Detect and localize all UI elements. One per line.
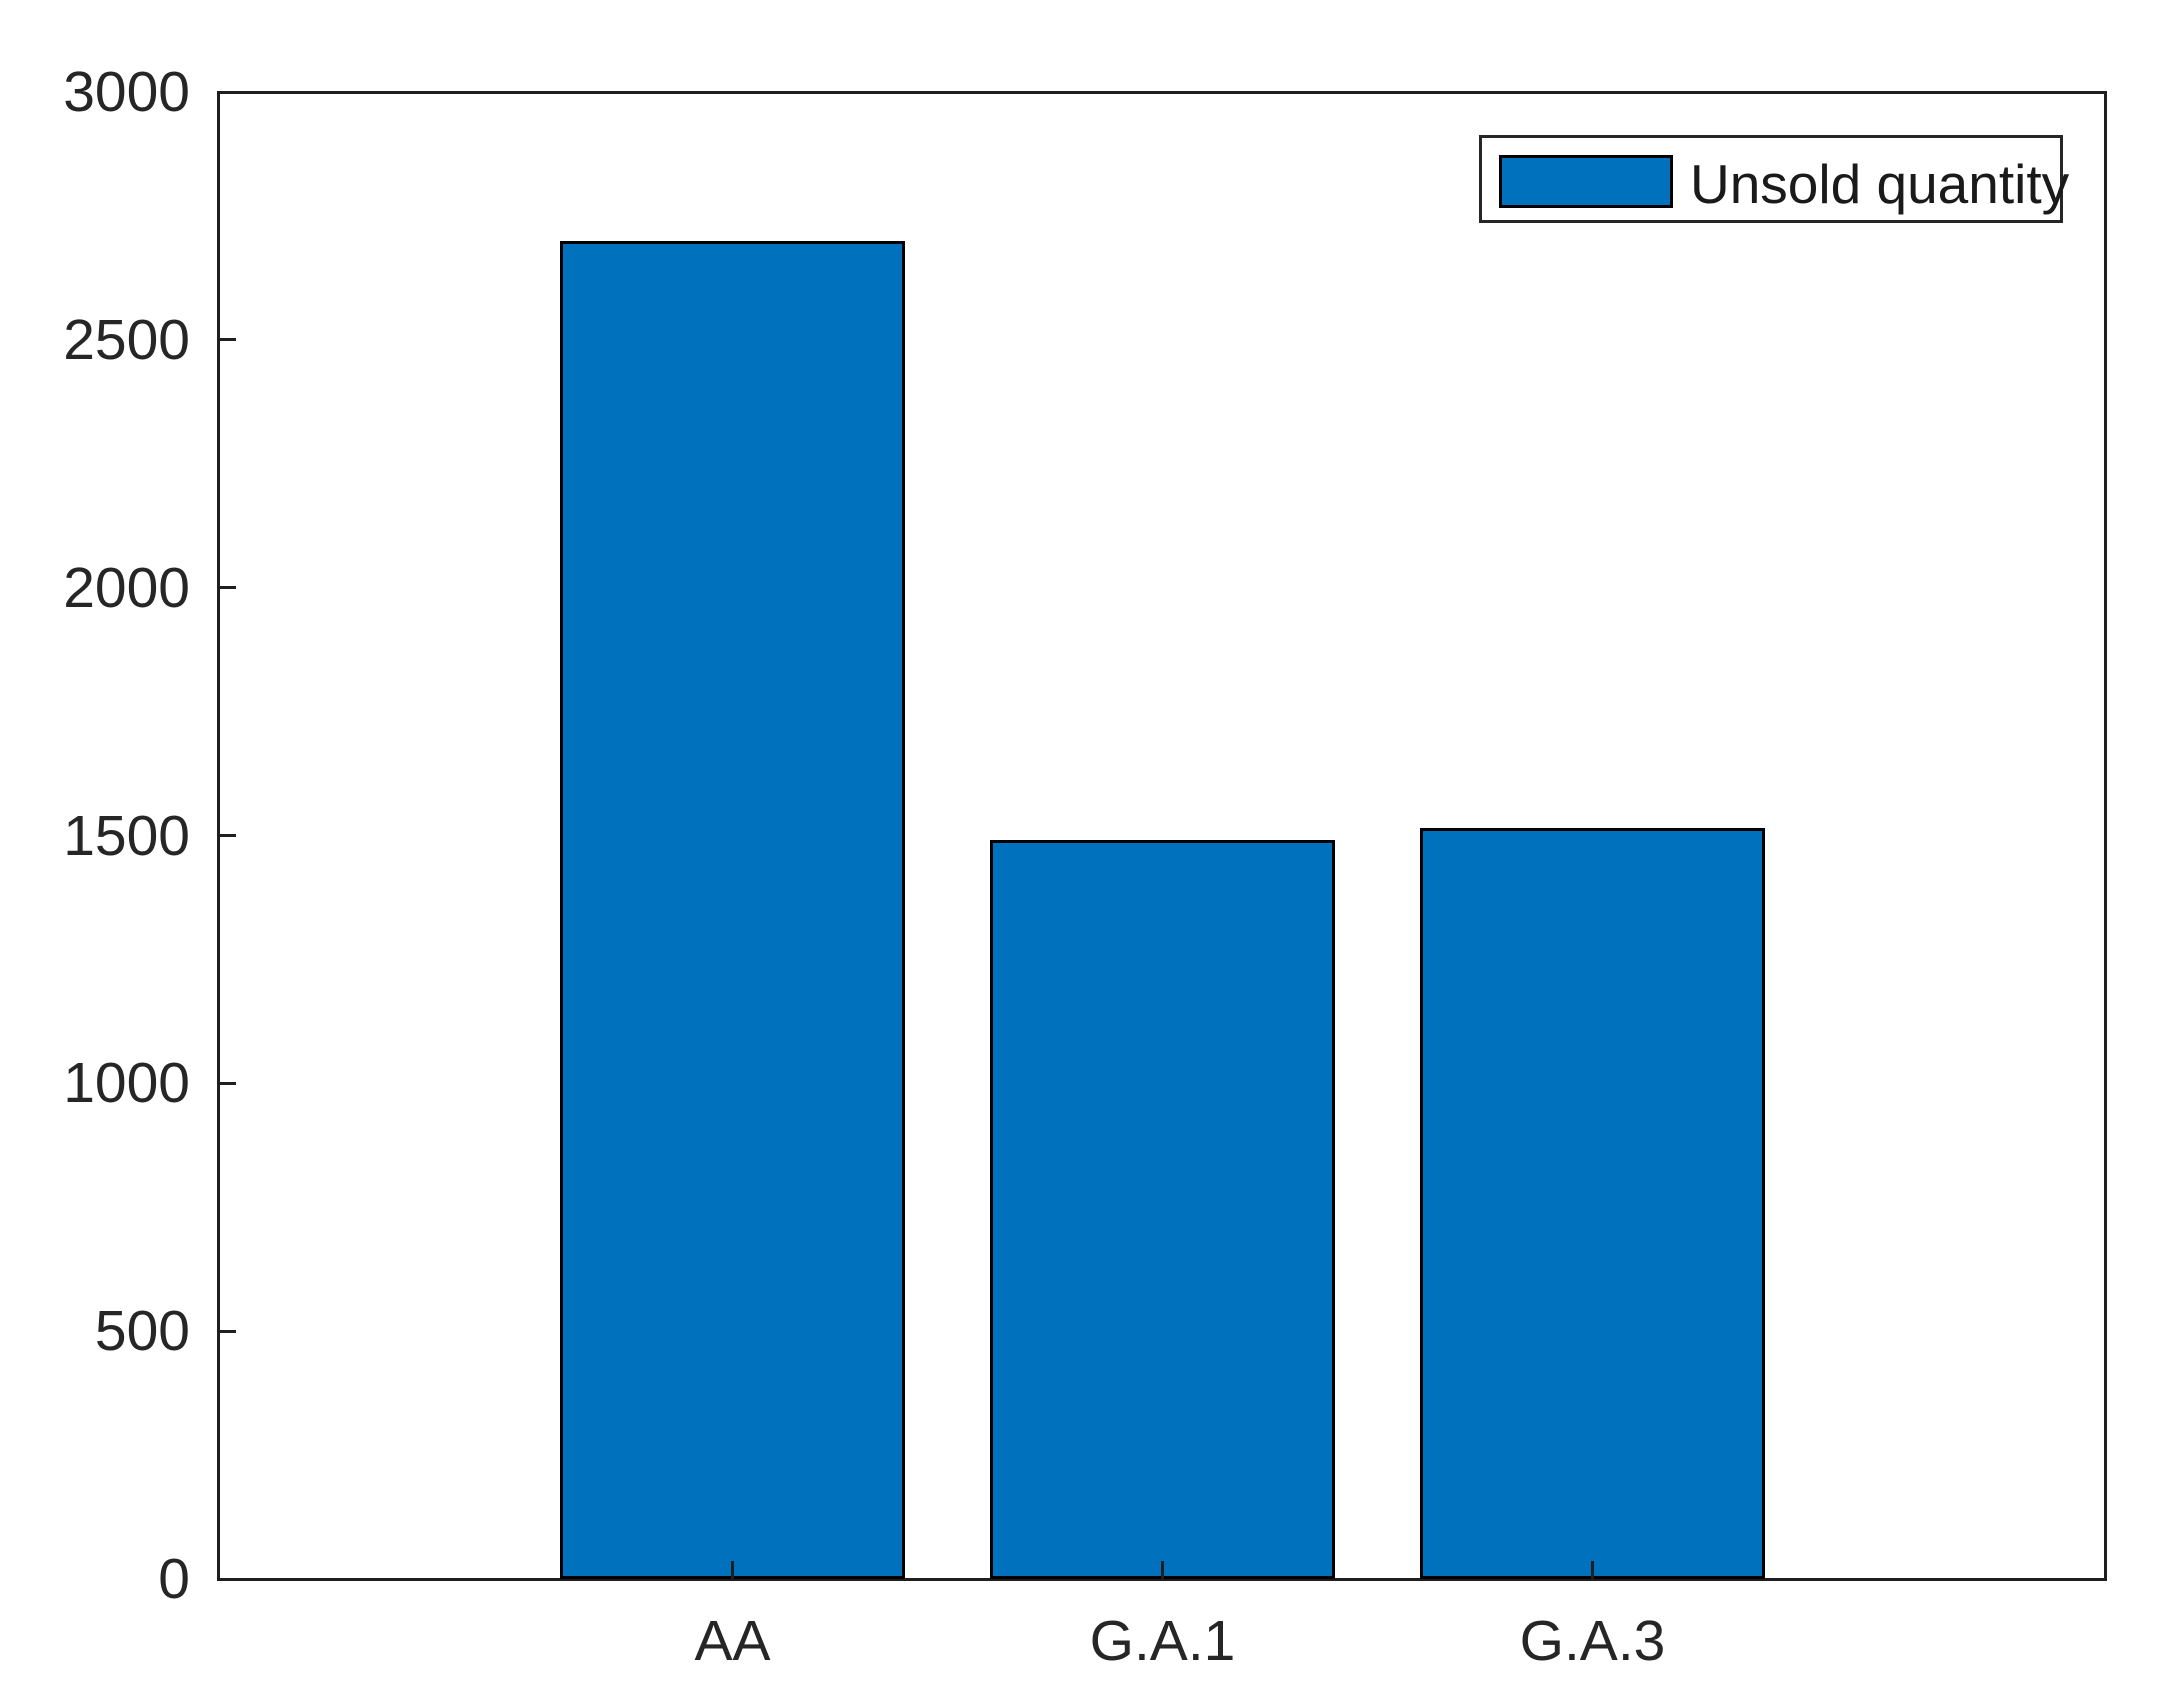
y-tick-label: 1500 (63, 803, 190, 868)
x-tick-label: G.A.1 (1089, 1609, 1236, 1673)
bar-G.A.1 (990, 840, 1335, 1579)
x-tick-mark (731, 1561, 734, 1579)
y-tick-label: 2500 (63, 307, 190, 372)
legend-color-swatch (1499, 155, 1673, 208)
bar-AA (560, 240, 905, 1579)
x-tick-label: G.A.3 (1519, 1609, 1666, 1673)
y-tick-label: 2000 (63, 555, 190, 620)
bar-G.A.3 (1420, 828, 1765, 1579)
y-tick-label: 1000 (63, 1051, 190, 1116)
x-tick-mark (1591, 1561, 1594, 1579)
y-tick-label: 3000 (63, 60, 190, 124)
y-tick-mark (218, 1329, 236, 1333)
y-tick-mark (218, 834, 236, 837)
x-tick-mark (1161, 1561, 1164, 1579)
y-tick-label: 500 (94, 1299, 190, 1364)
y-tick-mark (218, 1081, 236, 1085)
x-tick-label: AA (694, 1609, 771, 1673)
y-tick-mark (218, 338, 236, 342)
legend-label: Unsold quantity (1690, 153, 2070, 215)
legend: Unsold quantity (1479, 135, 2069, 223)
y-tick-label: 0 (158, 1547, 190, 1611)
y-tick-mark (218, 586, 236, 590)
